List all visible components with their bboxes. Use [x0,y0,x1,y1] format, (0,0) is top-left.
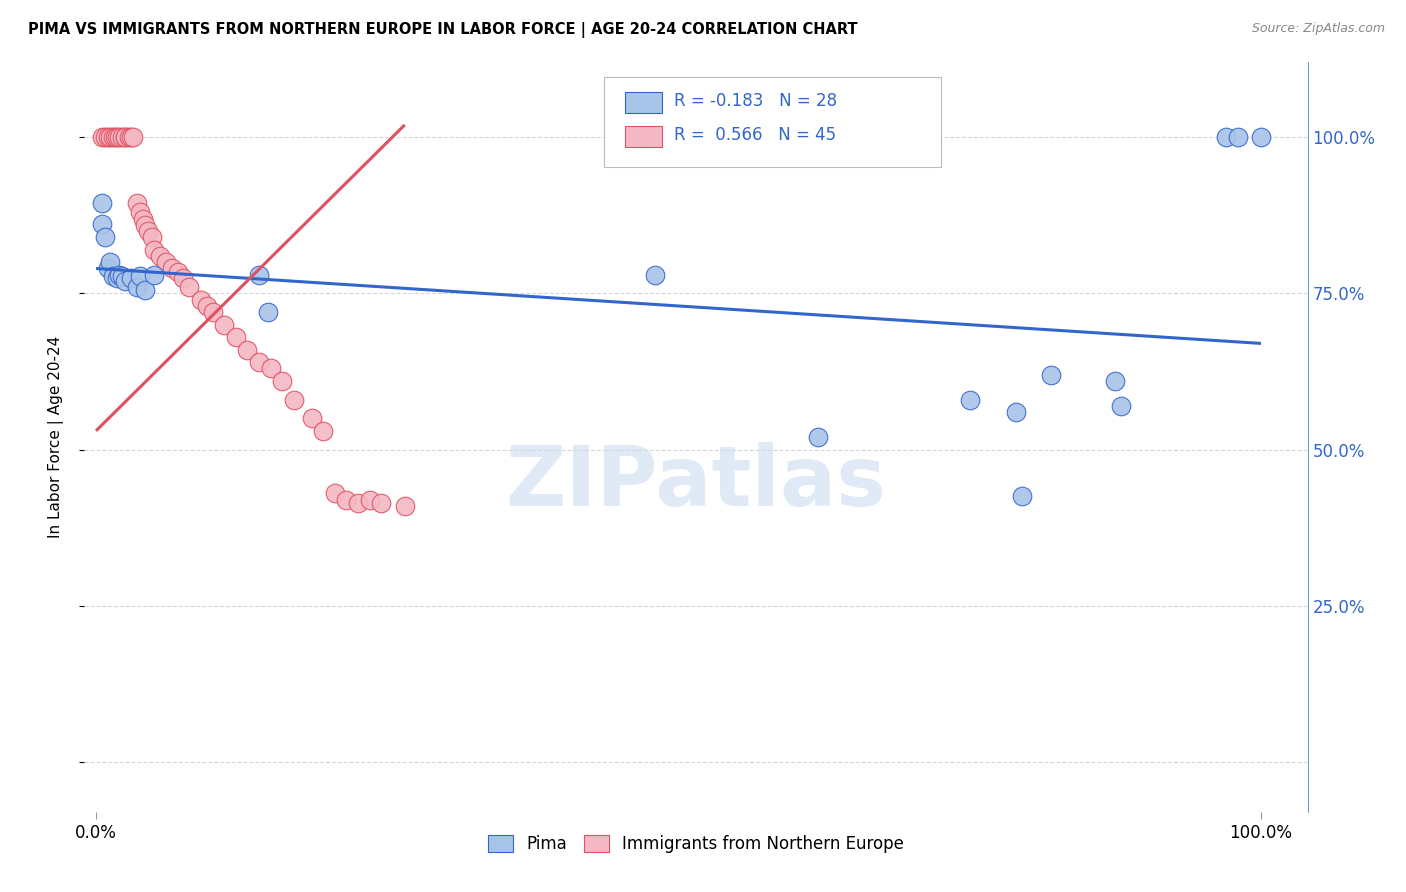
Point [98,255,121,269]
Text: PIMA VS IMMIGRANTS FROM NORTHERN EUROPE IN LABOR FORCE | AGE 20-24 CORRELATION C: PIMA VS IMMIGRANTS FROM NORTHERN EUROPE … [28,22,858,38]
Point [149,249,172,263]
Point [271,374,294,388]
Point [1040,368,1063,382]
Point [98,130,121,145]
Point [394,499,416,513]
Point [120,271,142,285]
Point [111,130,134,145]
Point [959,392,981,407]
Point [134,284,156,298]
FancyBboxPatch shape [626,92,662,112]
Text: R = -0.183   N = 28: R = -0.183 N = 28 [673,92,837,110]
Point [1250,130,1272,145]
Point [359,492,381,507]
Point [236,343,259,357]
Point [97,261,120,276]
Point [111,268,134,283]
Point [160,261,183,276]
Point [114,130,136,145]
Point [166,264,188,278]
Point [1109,399,1132,413]
Point [94,130,117,145]
Point [120,130,142,145]
Point [1011,489,1033,503]
Point [117,130,139,145]
Point [105,271,128,285]
Point [1226,130,1249,145]
Point [134,218,156,232]
Point [131,211,153,226]
Point [125,196,148,211]
Point [323,486,346,500]
Point [97,130,120,145]
Point [114,130,136,145]
Point [129,205,152,219]
Point [260,361,283,376]
Point [644,268,666,282]
Point [172,271,194,285]
Point [225,330,247,344]
Point [108,268,131,282]
Point [125,280,148,294]
Point [257,305,280,319]
Point [90,130,112,145]
Point [247,355,270,369]
Text: ZIPatlas: ZIPatlas [506,442,886,523]
Point [114,274,136,288]
Point [247,268,270,282]
Point [108,130,131,145]
Point [807,430,830,444]
Point [105,130,128,145]
Point [195,299,218,313]
Point [129,268,152,283]
FancyBboxPatch shape [626,126,662,147]
Point [283,392,305,407]
Point [212,318,235,332]
FancyBboxPatch shape [605,78,941,168]
Point [143,243,166,257]
Point [301,411,323,425]
Point [370,496,392,510]
Point [1104,374,1126,388]
Point [122,130,145,145]
Point [104,130,127,145]
Text: R =  0.566   N = 45: R = 0.566 N = 45 [673,126,837,145]
Point [103,130,125,145]
Point [155,255,177,269]
Point [347,496,370,510]
Point [179,280,201,294]
Legend: Pima, Immigrants from Northern Europe: Pima, Immigrants from Northern Europe [481,828,911,860]
Point [90,196,112,211]
Point [143,268,166,282]
Point [141,230,163,244]
Point [103,268,125,283]
Point [138,224,160,238]
Point [335,492,357,507]
Point [1005,405,1028,419]
Point [201,305,224,319]
Text: Source: ZipAtlas.com: Source: ZipAtlas.com [1251,22,1385,36]
Point [190,293,212,307]
Point [312,424,335,438]
Point [94,230,117,244]
Y-axis label: In Labor Force | Age 20-24: In Labor Force | Age 20-24 [48,336,63,538]
Point [1215,130,1237,145]
Point [90,217,112,231]
